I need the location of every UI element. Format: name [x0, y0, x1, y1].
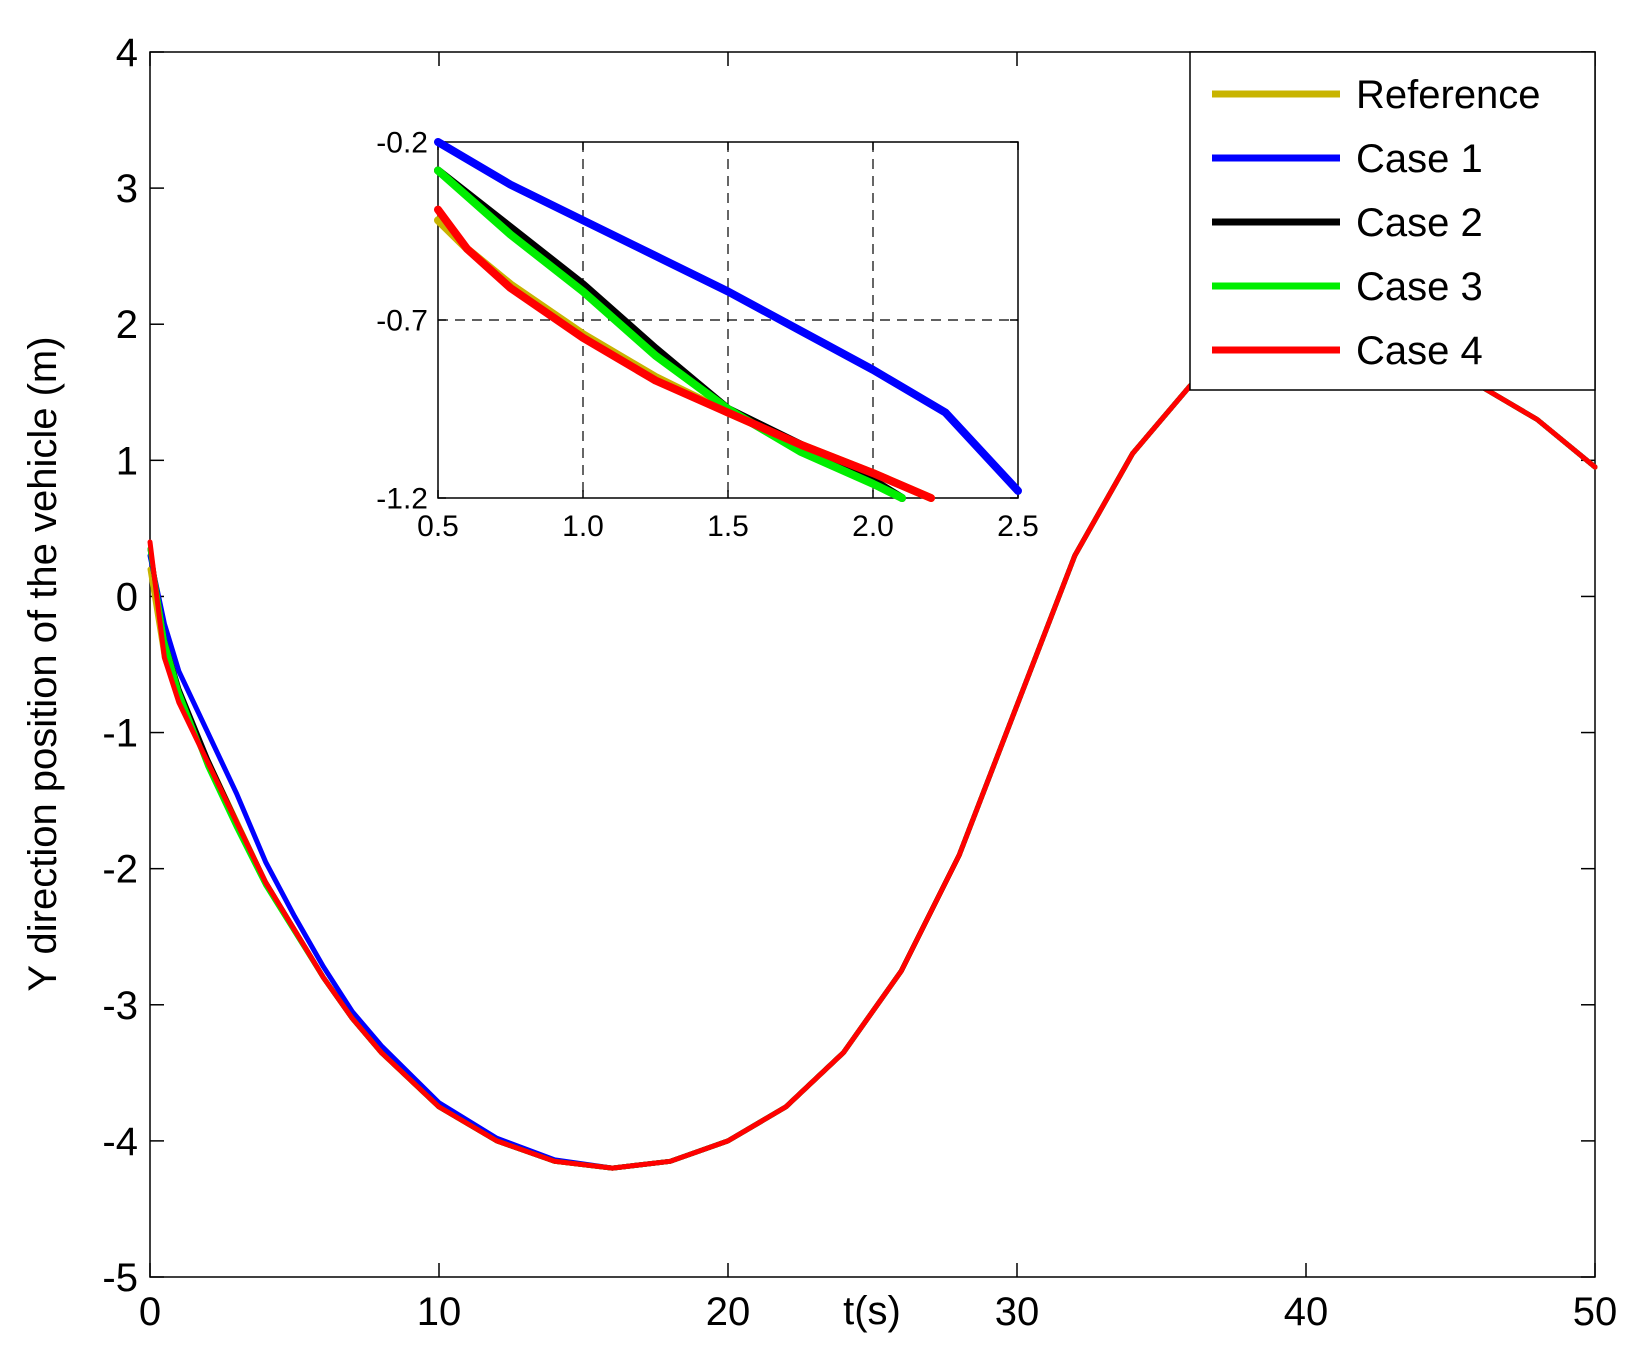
main-y-tick-label: 2 — [116, 303, 138, 347]
legend: Reference Case 1 Case 2 Case 3 Case 4 — [1189, 51, 1596, 391]
main-y-tick-label: -2 — [102, 848, 138, 892]
inset-axis-ticks: 0.5 1.0 1.5 2.0 2.5 -0.2 -0.7 -1.2 — [376, 127, 1039, 544]
inset-series-case-3 — [434, 166, 906, 502]
main-x-tick-label: 50 — [1573, 1290, 1618, 1334]
main-x-tick-label: 40 — [1284, 1290, 1329, 1334]
main-x-tick-label: 30 — [995, 1290, 1040, 1334]
inset-series-group — [434, 138, 1022, 502]
main-y-tick-label: -1 — [102, 712, 138, 756]
inset-x-tick-label: 1.0 — [562, 510, 604, 543]
inset-plot: 0.5 1.0 1.5 2.0 2.5 -0.2 -0.7 -1.2 — [376, 127, 1039, 544]
inset-y-tick-label: -0.7 — [376, 305, 428, 338]
inset-x-tick-label: 1.5 — [707, 510, 749, 543]
main-x-tick-label: 20 — [706, 1290, 751, 1334]
main-x-tick-label: 10 — [417, 1290, 462, 1334]
main-y-tick-label: 1 — [116, 439, 138, 483]
main-x-tick-label: 0 — [139, 1290, 161, 1334]
inset-y-tick-label: -0.2 — [376, 127, 428, 160]
main-y-tick-label: 3 — [116, 167, 138, 211]
legend-label-case-2: Case 2 — [1356, 201, 1483, 245]
inset-series-case-4 — [434, 205, 935, 502]
main-y-tick-label: 4 — [116, 31, 138, 75]
inset-x-tick-label: 2.5 — [997, 510, 1039, 543]
main-y-tick-label: -4 — [102, 1120, 138, 1164]
legend-label-case-1: Case 1 — [1356, 137, 1483, 181]
legend-label-case-4: Case 4 — [1356, 329, 1483, 373]
inset-x-tick-label: 0.5 — [417, 510, 459, 543]
main-y-tick-label: -3 — [102, 984, 138, 1028]
x-axis-label: t(s) — [843, 1289, 901, 1333]
inset-y-tick-label: -1.2 — [376, 483, 428, 516]
main-y-tick-label: -5 — [102, 1256, 138, 1300]
legend-label-case-3: Case 3 — [1356, 265, 1483, 309]
inset-grid — [438, 142, 1018, 498]
inset-series-case-1 — [434, 138, 1022, 495]
inset-x-tick-label: 2.0 — [852, 510, 894, 543]
main-y-tick-label: 0 — [116, 575, 138, 619]
legend-items: Reference Case 1 Case 2 Case 3 Case 4 — [1212, 73, 1541, 373]
legend-label-reference: Reference — [1356, 73, 1541, 117]
y-axis-label: Y direction position of the vehicle (m) — [21, 336, 65, 991]
